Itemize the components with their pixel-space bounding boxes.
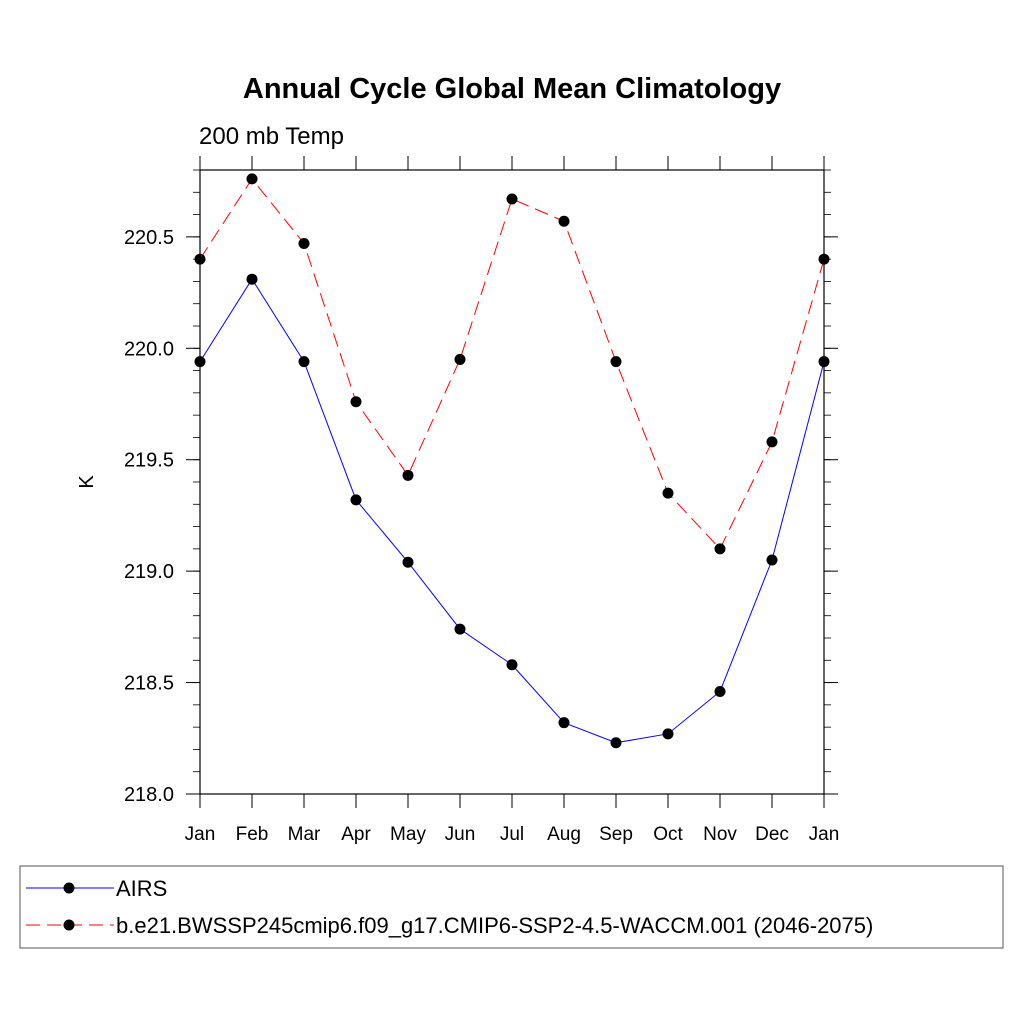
legend-marker	[63, 882, 75, 894]
data-point	[558, 215, 570, 227]
y-axis-label: K	[76, 475, 98, 489]
x-tick-label: Jul	[500, 824, 524, 845]
data-point	[402, 469, 414, 481]
data-point	[246, 273, 258, 285]
legend: AIRS b.e21.BWSSP245cmip6.f09_g17.CMIP6-SS…	[26, 876, 873, 938]
x-tick-label: Sep	[599, 824, 633, 845]
plot-area: Jan Feb Mar Apr May Jun Jul Aug Sep Oct Nov Dec Jan 2…	[124, 156, 839, 845]
data-point	[506, 193, 518, 205]
x-tick-label: Jan	[185, 824, 216, 845]
x-tick-label: Nov	[703, 824, 737, 845]
data-point	[454, 353, 466, 365]
x-tick-label: Apr	[341, 824, 371, 845]
chart-subtitle: 200 mb Temp	[199, 123, 344, 150]
data-point	[610, 737, 622, 749]
x-tick-label: Oct	[653, 824, 683, 845]
data-point	[298, 356, 310, 368]
data-point	[350, 396, 362, 408]
y-tick-label: 220.0	[124, 338, 174, 360]
x-tick-label: Feb	[236, 824, 269, 845]
data-point	[558, 717, 570, 729]
data-point	[246, 173, 258, 185]
x-tick-label: Aug	[547, 824, 581, 845]
data-point	[766, 436, 778, 448]
data-point	[298, 238, 310, 250]
data-point	[714, 685, 726, 697]
data-point	[662, 728, 674, 740]
series-line-1	[199, 278, 825, 744]
legend-label-2: b.e21.BWSSP245cmip6.f09_g17.CMIP6-SSP2-4…	[116, 913, 873, 938]
y-tick-label: 219.5	[124, 450, 174, 472]
data-point	[818, 253, 830, 265]
x-tick-label: Mar	[288, 824, 321, 845]
y-tick-label: 218.0	[124, 784, 174, 806]
legend-box	[19, 865, 1004, 949]
x-tick-label: May	[390, 824, 426, 845]
data-point	[454, 623, 466, 635]
x-tick-label: Jan	[809, 824, 840, 845]
data-point	[766, 554, 778, 566]
data-point	[662, 487, 674, 499]
data-point	[818, 356, 830, 368]
series-line-2	[199, 178, 825, 550]
data-point	[350, 494, 362, 506]
data-point	[402, 556, 414, 568]
y-tick-label: 219.0	[124, 561, 174, 583]
chart-title: Annual Cycle Global Mean Climatology	[243, 73, 781, 105]
y-tick-label: 218.5	[124, 673, 174, 695]
legend-marker	[63, 919, 75, 931]
data-point	[714, 543, 726, 555]
y-tick-label: 220.5	[124, 227, 174, 249]
data-point	[194, 253, 206, 265]
data-point	[610, 356, 622, 368]
x-tick-label: Jun	[445, 824, 476, 845]
legend-label-1: AIRS	[116, 876, 167, 901]
data-point	[194, 356, 206, 368]
x-tick-label: Dec	[755, 824, 789, 845]
data-point	[506, 659, 518, 671]
plot-frame	[199, 169, 825, 795]
